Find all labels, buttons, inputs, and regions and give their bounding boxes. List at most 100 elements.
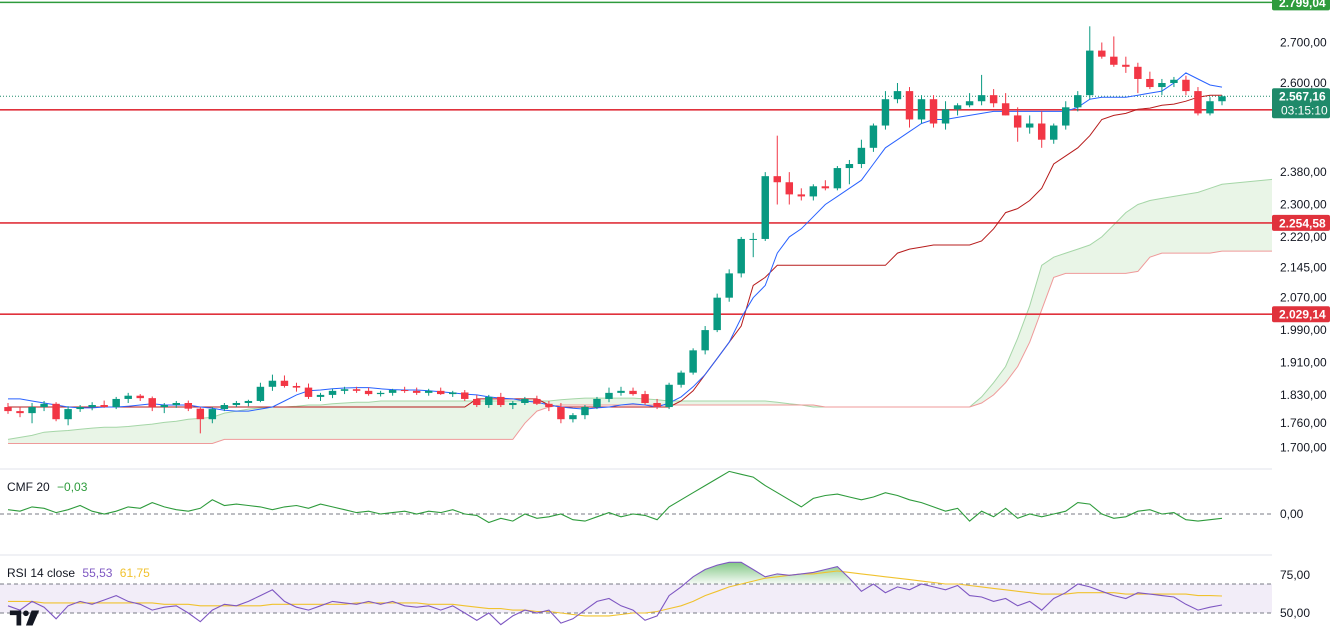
candle[interactable] <box>256 382 265 403</box>
candle[interactable] <box>1025 115 1034 134</box>
candle[interactable] <box>557 402 565 424</box>
candle[interactable] <box>857 139 866 169</box>
candle[interactable] <box>905 87 914 128</box>
candle[interactable] <box>64 406 72 426</box>
candle[interactable] <box>581 405 589 420</box>
candle[interactable] <box>292 382 301 392</box>
candle[interactable] <box>328 388 337 399</box>
candle[interactable] <box>88 402 96 411</box>
candle[interactable] <box>412 387 421 395</box>
rsi-pane[interactable] <box>0 561 1272 626</box>
candle[interactable] <box>124 392 132 403</box>
candle[interactable] <box>461 390 469 401</box>
candle[interactable] <box>533 395 541 406</box>
candle[interactable] <box>713 293 721 333</box>
candle[interactable] <box>605 387 613 403</box>
candle[interactable] <box>316 392 325 401</box>
candle[interactable] <box>1218 95 1226 106</box>
candle[interactable] <box>617 386 625 396</box>
candle[interactable] <box>172 400 181 408</box>
candle[interactable] <box>725 269 733 302</box>
candle[interactable] <box>545 400 553 412</box>
candle[interactable] <box>977 74 986 106</box>
price-axis[interactable]: 2.700,00 2.600,00 2.380,00 2.300,00 2.220,00… <box>1272 0 1330 620</box>
candle[interactable] <box>388 388 397 396</box>
candle[interactable] <box>148 396 156 412</box>
candle[interactable] <box>304 383 313 399</box>
candle[interactable] <box>1086 26 1094 100</box>
candle[interactable] <box>497 392 505 408</box>
candle[interactable] <box>436 387 445 395</box>
candle[interactable] <box>641 390 649 406</box>
candle[interactable] <box>1074 91 1082 112</box>
tradingview-logo-icon[interactable] <box>8 606 42 630</box>
candle[interactable] <box>16 407 24 418</box>
candle[interactable] <box>677 370 685 388</box>
candle[interactable] <box>485 394 493 408</box>
candle[interactable] <box>184 400 193 412</box>
candle[interactable] <box>653 398 661 410</box>
candle[interactable] <box>773 135 781 205</box>
candle[interactable] <box>917 95 926 124</box>
candle[interactable] <box>232 400 241 408</box>
candle[interactable] <box>1122 56 1130 73</box>
candle[interactable] <box>112 396 120 410</box>
candle[interactable] <box>400 386 409 393</box>
level-price-badge[interactable] <box>1272 0 1330 11</box>
candle[interactable] <box>352 386 361 393</box>
candle[interactable] <box>629 387 637 396</box>
candle[interactable] <box>797 188 806 201</box>
candle[interactable] <box>989 89 998 108</box>
candle[interactable] <box>1062 101 1070 130</box>
candle[interactable] <box>1013 107 1022 142</box>
candle[interactable] <box>761 172 769 241</box>
candle[interactable] <box>220 402 229 412</box>
candle[interactable] <box>941 101 950 130</box>
candle[interactable] <box>1170 76 1178 88</box>
candle[interactable] <box>1110 36 1118 67</box>
candle[interactable] <box>929 95 938 128</box>
candle[interactable] <box>821 180 830 191</box>
cmf-pane[interactable] <box>0 470 1272 524</box>
candle[interactable] <box>833 166 842 191</box>
candle[interactable] <box>893 83 902 104</box>
candle[interactable] <box>569 413 577 423</box>
candle[interactable] <box>40 400 48 412</box>
candle[interactable] <box>1134 62 1142 94</box>
rsi-indicator-label[interactable]: RSI 14 close 55,53 61,75 <box>7 566 150 580</box>
candle[interactable] <box>953 103 962 116</box>
candle[interactable] <box>749 232 757 258</box>
candle[interactable] <box>521 396 529 406</box>
candle[interactable] <box>1182 75 1190 96</box>
candle[interactable] <box>28 402 36 424</box>
candle[interactable] <box>1158 78 1166 96</box>
level-price-badge[interactable] <box>1272 306 1330 323</box>
candle[interactable] <box>449 390 457 397</box>
candle[interactable] <box>665 382 673 410</box>
level-price-badge[interactable] <box>1272 214 1330 231</box>
candle[interactable] <box>1206 97 1214 116</box>
candle[interactable] <box>509 400 517 410</box>
candle[interactable] <box>76 405 84 412</box>
candle[interactable] <box>881 91 890 130</box>
candle[interactable] <box>52 402 60 422</box>
price-pane[interactable] <box>0 1 1273 556</box>
candle[interactable] <box>4 402 12 414</box>
candle[interactable] <box>473 394 481 408</box>
candle[interactable] <box>785 172 794 205</box>
candle[interactable] <box>593 396 601 410</box>
candle[interactable] <box>196 407 205 434</box>
candle[interactable] <box>689 348 697 375</box>
candle[interactable] <box>268 374 277 391</box>
candle[interactable] <box>1098 42 1106 59</box>
candle[interactable] <box>809 184 818 201</box>
candle[interactable] <box>424 388 433 396</box>
last-price-badge[interactable] <box>1272 88 1330 119</box>
candle[interactable] <box>280 375 289 388</box>
rsi-ma-line[interactable] <box>8 570 1223 617</box>
candle[interactable] <box>208 407 217 424</box>
candle[interactable] <box>1146 71 1154 90</box>
candle[interactable] <box>136 394 144 401</box>
candle[interactable] <box>845 159 854 185</box>
